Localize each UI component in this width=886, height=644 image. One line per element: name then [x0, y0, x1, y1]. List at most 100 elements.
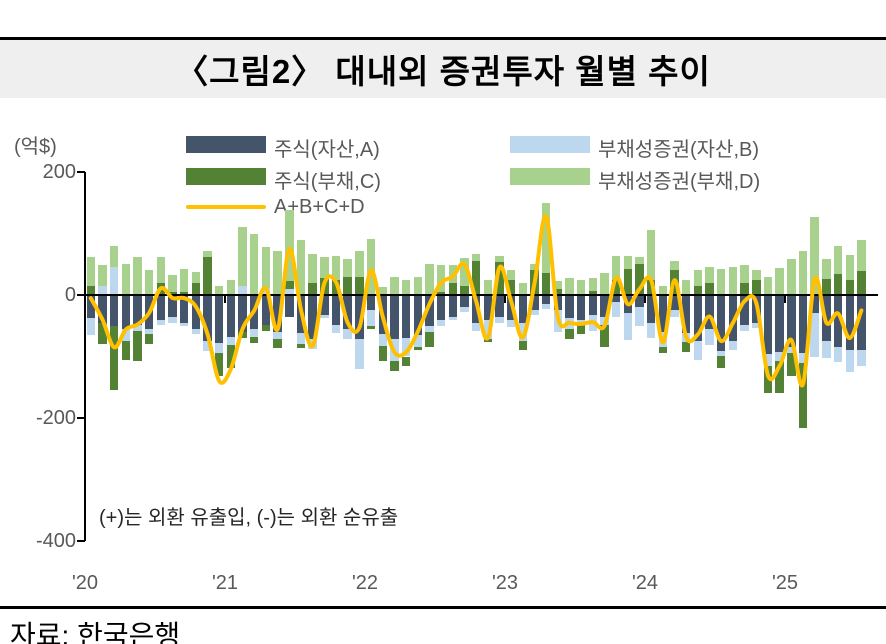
bar-segment-A	[670, 295, 679, 311]
bar-segment-B	[331, 324, 341, 333]
bar-segment-A	[483, 295, 492, 320]
bar-segment-C	[180, 291, 189, 295]
bar-segment-B	[693, 341, 703, 360]
bar-segment-C	[623, 268, 633, 295]
bar-segment-C	[483, 339, 492, 343]
bar-segment-B	[658, 331, 668, 348]
sign-convention-note: (+)는 외환 유출입, (-)는 외환 순유출	[99, 507, 399, 529]
bar-segment-D	[787, 259, 796, 295]
bar-segment-A	[857, 295, 866, 351]
bar-segment-A	[320, 295, 329, 315]
bar-segment-B	[822, 341, 831, 359]
bar-segment-A	[98, 295, 107, 323]
bar-segment-A	[436, 295, 446, 320]
bar-segment-B	[378, 334, 387, 347]
chart-title: 〈그림2〉 대내외 증권투자 월별 추이	[175, 53, 711, 90]
bar-segment-D	[378, 287, 387, 295]
bar-segment-D	[752, 270, 761, 281]
bar-segment-B	[191, 328, 201, 334]
x-year-tick	[224, 296, 226, 303]
bar-segment-C	[331, 280, 341, 295]
bar-segment-D	[238, 227, 247, 286]
bar-segment-C	[658, 347, 668, 354]
bar-segment-C	[693, 285, 703, 295]
bar-segment-A	[588, 295, 598, 315]
bar-segment-A	[168, 295, 177, 317]
bar-segment-C	[366, 326, 376, 330]
bar-segment-B	[612, 302, 621, 318]
legend-swatch-debt-liability	[510, 168, 590, 185]
bar-segment-D	[261, 247, 271, 289]
bar-segment-B	[833, 347, 843, 363]
bar-segment-B	[775, 351, 784, 361]
x-year-tick	[784, 296, 786, 303]
bar-segment-B	[717, 350, 726, 356]
bar-segment-D	[98, 265, 107, 286]
x-tick-label: '20	[71, 572, 99, 594]
bar-segment-A	[495, 295, 504, 317]
bar-segment-B	[296, 333, 306, 344]
bar-segment-C	[576, 322, 586, 335]
bar-segment-B	[810, 313, 819, 358]
x-tick-label: '23	[491, 572, 519, 594]
legend-label-debt-liability: 부채성증권(부채,D)	[598, 171, 761, 193]
bar-segment-D	[612, 255, 621, 281]
bar-segment-C	[145, 334, 154, 345]
bar-segment-A	[682, 295, 691, 333]
y-tick	[77, 171, 85, 173]
bar-segment-B	[518, 322, 527, 342]
x-tick-label: '24	[631, 572, 659, 594]
bottom-rule	[0, 606, 886, 609]
bar-segment-B	[670, 310, 679, 317]
bar-segment-C	[425, 331, 434, 348]
bar-segment-C	[787, 353, 796, 376]
bar-segment-A	[810, 295, 819, 314]
bar-segment-D	[717, 268, 726, 295]
bar-segment-A	[541, 295, 551, 305]
bar-segment-A	[448, 295, 457, 317]
bar-segment-D	[728, 267, 738, 295]
bar-segment-D	[296, 239, 306, 295]
bar-segment-B	[203, 341, 212, 351]
total-line-path	[88, 214, 864, 388]
bar-segment-D	[670, 261, 679, 271]
bar-segment-D	[623, 255, 633, 269]
bar-segment-D	[822, 259, 831, 279]
bar-segment-D	[366, 239, 376, 295]
bar-segment-B	[215, 342, 224, 353]
bar-segment-D	[413, 276, 422, 295]
bar-segment-D	[775, 267, 784, 295]
bar-segment-B	[436, 319, 446, 326]
bar-segment-B	[483, 319, 492, 340]
bar-segment-A	[717, 295, 726, 351]
bar-segment-D	[682, 279, 691, 295]
bar-segment-A	[705, 295, 714, 329]
bar-segment-A	[331, 295, 341, 325]
bar-segment-A	[740, 295, 749, 325]
legend-label-total-line: A+B+C+D	[274, 196, 365, 218]
bar-segment-C	[588, 291, 598, 295]
bar-segment-A	[191, 295, 201, 329]
title-band: 〈그림2〉 대내외 증권투자 월별 추이	[0, 40, 886, 98]
source-caption: 자료: 한국은행	[10, 620, 181, 644]
bar-segment-A	[833, 295, 843, 348]
x-year-tick	[504, 296, 506, 303]
bar-segment-C	[226, 344, 236, 368]
bar-segment-B	[238, 285, 247, 295]
bar-segment-C	[448, 283, 457, 295]
bar-segment-D	[250, 233, 259, 295]
bar-segment-D	[530, 264, 539, 271]
bar-segment-D	[285, 210, 294, 281]
bar-segment-B	[845, 350, 854, 372]
bar-segment-D	[553, 281, 563, 289]
bar-segment-D	[693, 270, 703, 286]
y-tick	[77, 294, 85, 296]
bar-segment-D	[86, 256, 96, 287]
bar-segment-D	[460, 258, 469, 286]
bar-segment-A	[261, 295, 271, 325]
bar-segment-C	[436, 291, 446, 295]
bar-segment-B	[705, 328, 714, 345]
